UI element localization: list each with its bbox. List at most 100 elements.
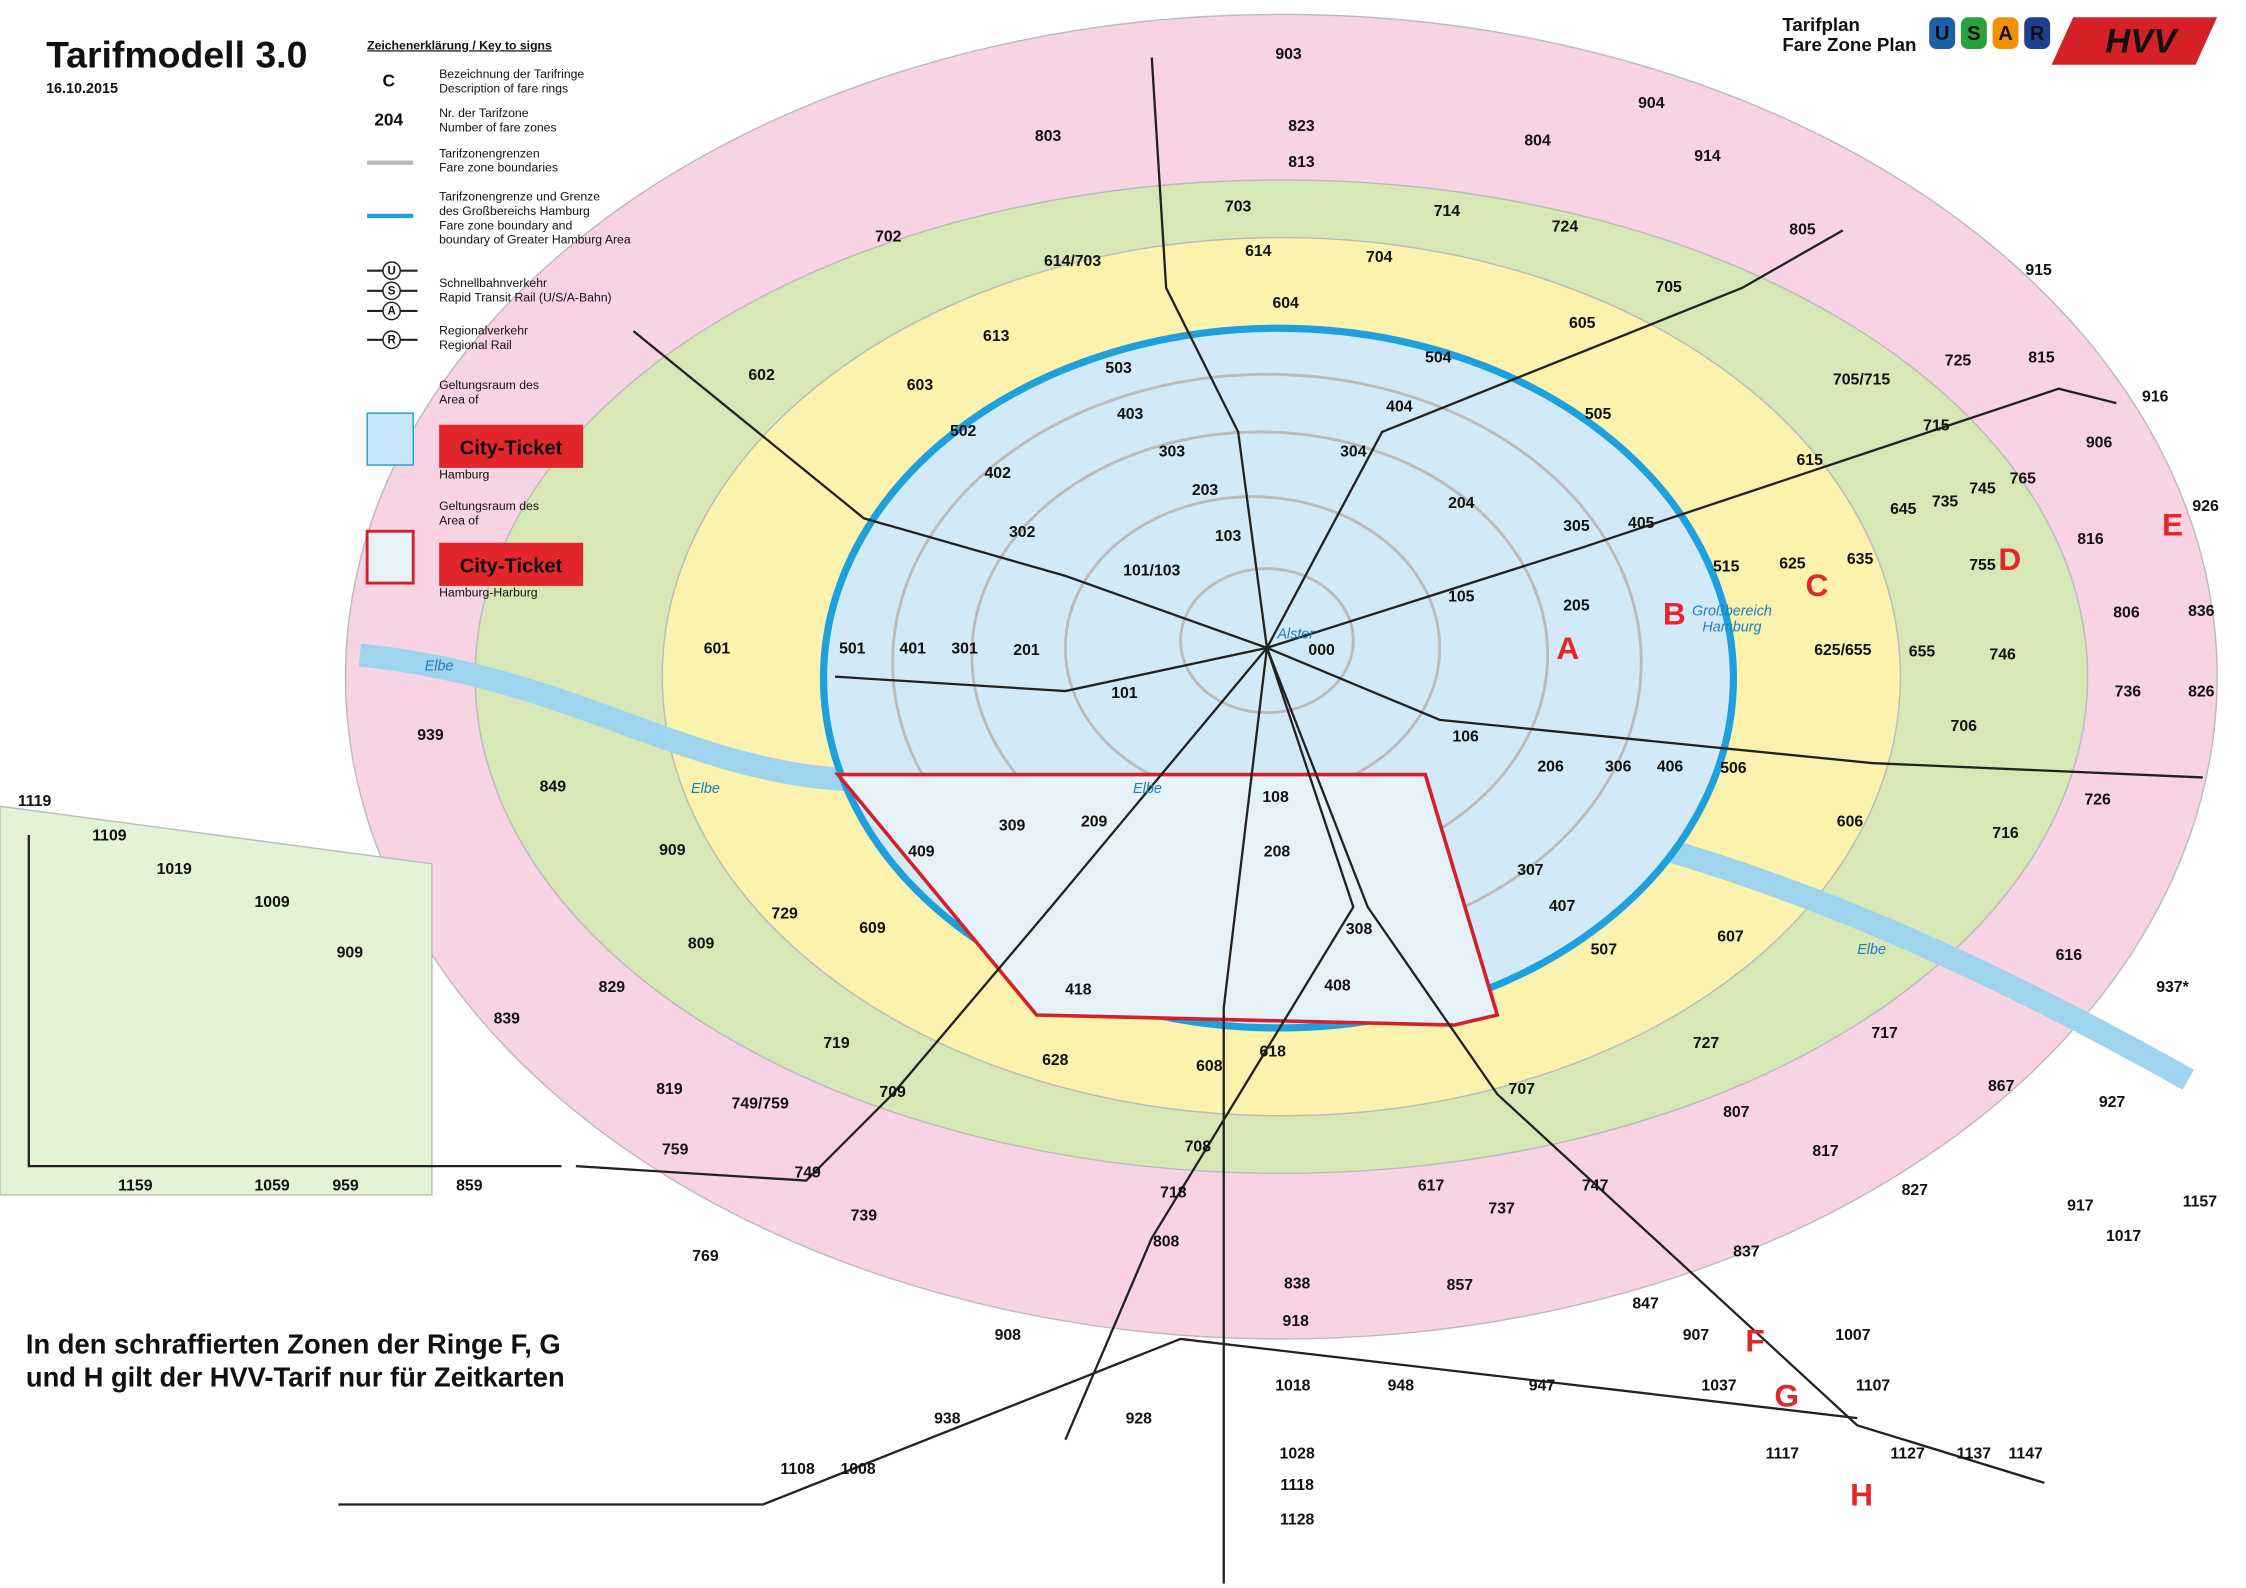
zone-number: 209 [1081,813,1108,830]
note-line: In den schraffierten Zonen der Ringe F, … [26,1328,561,1359]
zone-number: 101/103 [1123,563,1180,580]
zone-number: 605 [1569,315,1596,332]
zone-number: 1017 [2106,1228,2141,1245]
legend-text: boundary of Greater Hamburg Area [439,233,631,247]
zone-number: 705 [1655,279,1682,296]
zone-number: 908 [995,1327,1022,1344]
zone-number: 206 [1537,759,1564,776]
western-spur [0,806,432,1195]
legend-text: Area of [439,392,479,406]
legend-harburg-area [367,531,413,583]
legend-text: Regionalverkehr [439,323,528,337]
zone-number: 403 [1117,406,1144,423]
zone-number: 618 [1259,1044,1286,1061]
zone-number: 302 [1009,524,1036,541]
zone-number: 909 [659,842,686,859]
zone-number: 306 [1605,759,1632,776]
place-label: Elbe [1133,781,1162,797]
zone-number: 704 [1366,249,1393,266]
ring-letter: B [1663,596,1686,632]
zone-number: 769 [692,1248,719,1265]
zone-number: 655 [1909,643,1936,660]
zone-number: 1157 [2183,1193,2218,1210]
zone-number: 502 [950,423,977,440]
legend-text: Tarifzonengrenzen [439,146,540,160]
title: Tarifmodell 3.0 [46,33,307,75]
legend-city-ticket-area [367,413,413,465]
logo-brand: HVV [2105,22,2179,60]
zone-number: 1159 [118,1178,153,1195]
zone-number: 504 [1425,350,1452,367]
date: 16.10.2015 [46,81,118,97]
zone-number: 806 [2113,604,2140,621]
zone-number: 108 [1262,789,1289,806]
zone-number: 836 [2188,603,2215,620]
ring-letter: F [1745,1323,1764,1359]
legend-text: Rapid Transit Rail (U/S/A-Bahn) [439,290,611,304]
legend-text: Fare zone boundary and [439,218,572,232]
zone-number: 737 [1488,1201,1515,1218]
zone-number: 303 [1159,443,1186,460]
zone-number: 628 [1042,1052,1069,1069]
zone-number: 765 [2010,471,2037,488]
zone-number: 1007 [1835,1327,1870,1344]
zone-number: 727 [1693,1035,1720,1052]
legend-text: Schnellbahnverkehr [439,276,547,290]
zone-number: 645 [1890,501,1917,518]
zone-number: 735 [1932,494,1959,511]
zone-number: 959 [332,1178,359,1195]
legend-text: Bezeichnung der Tarifringe [439,67,584,81]
zone-number: 606 [1837,813,1864,830]
zone-number: 803 [1035,128,1062,145]
zone-number: 507 [1591,941,1618,958]
zone-number: 736 [2115,684,2142,701]
zone-number: 706 [1951,718,1978,735]
zone-number: 847 [1632,1296,1659,1313]
zone-number: 609 [859,920,886,937]
zone-number: 816 [2077,531,2104,548]
zone-number: 715 [1923,417,1950,434]
place-label: Elbe [1857,942,1886,958]
zone-number: 859 [456,1178,483,1195]
legend-zone-symbol: 204 [374,109,403,129]
zone-number: 404 [1386,399,1413,416]
zone-number: 747 [1582,1178,1609,1195]
zone-number: 625/655 [1814,642,1871,659]
place-label: Großbereich [1692,604,1772,620]
zone-number: 201 [1013,642,1040,659]
zone-number: 503 [1105,360,1132,377]
page: {"header": {"title": "Tarifmodell 3.0", … [0,0,2246,1588]
zone-number: 000 [1308,642,1335,659]
ticket-area: Hamburg [439,467,489,481]
zone-number: 755 [1969,557,1996,574]
logo-title: Tarifplan [1782,14,1860,35]
zone-number: 729 [771,905,798,922]
zone-number: 914 [1694,148,1721,165]
zone-number: 208 [1264,843,1291,860]
legend-text: Area of [439,513,479,527]
zone-number: 614 [1245,243,1272,260]
zone-number: 916 [2142,389,2169,406]
zone-number: 616 [2056,947,2083,964]
zone-number: 907 [1683,1327,1710,1344]
zone-number: 928 [1126,1411,1153,1428]
zone-number: 717 [1871,1025,1898,1042]
zone-number: 809 [688,936,715,953]
zone-number: 829 [599,979,626,996]
zone-number: 917 [2067,1198,2094,1215]
zone-number: 1127 [1890,1445,1925,1462]
legend-text: Description of fare rings [439,81,568,95]
note-line: und H gilt der HVV-Tarif nur für Zeitkar… [26,1361,565,1392]
zone-number: 749/759 [732,1095,789,1112]
zone-number: 823 [1288,118,1315,135]
rail-symbol-letter: A [387,306,395,318]
ring-letter: C [1805,567,1828,603]
zone-number: 308 [1346,921,1373,938]
zone-number: 745 [1969,481,1996,498]
zone-number: 204 [1448,495,1475,512]
zone-number: 937* [2156,979,2189,996]
zone-number: 304 [1340,443,1367,460]
zone-number: 827 [1902,1182,1929,1199]
zone-number: 837 [1733,1244,1760,1261]
zone-number: 926 [2192,498,2219,515]
